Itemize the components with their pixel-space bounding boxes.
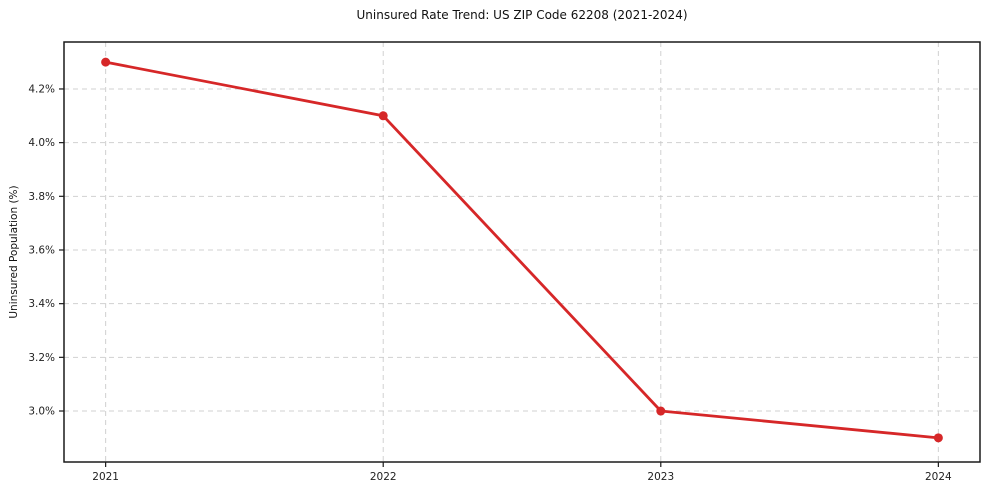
y-tick-label: 3.0% bbox=[28, 406, 55, 418]
chart-title: Uninsured Rate Trend: US ZIP Code 62208 … bbox=[356, 8, 688, 22]
y-tick-label: 4.2% bbox=[28, 83, 55, 95]
data-point bbox=[101, 57, 111, 67]
data-point bbox=[933, 433, 943, 443]
data-point bbox=[656, 406, 666, 416]
plot-border bbox=[63, 41, 981, 463]
y-tick-label: 4.0% bbox=[28, 137, 55, 149]
y-axis-label: Uninsured Population (%) bbox=[8, 185, 20, 319]
x-tick-label: 2022 bbox=[370, 471, 397, 483]
x-tick-label: 2024 bbox=[925, 471, 952, 483]
x-tick-label: 2021 bbox=[92, 471, 119, 483]
data-point bbox=[378, 111, 388, 121]
x-tick-label: 2023 bbox=[647, 471, 674, 483]
y-tick-label: 3.2% bbox=[28, 352, 55, 364]
y-tick-label: 3.6% bbox=[28, 244, 55, 256]
y-tick-label: 3.8% bbox=[28, 191, 55, 203]
trend-line bbox=[104, 60, 940, 440]
y-tick-label: 3.4% bbox=[28, 298, 55, 310]
